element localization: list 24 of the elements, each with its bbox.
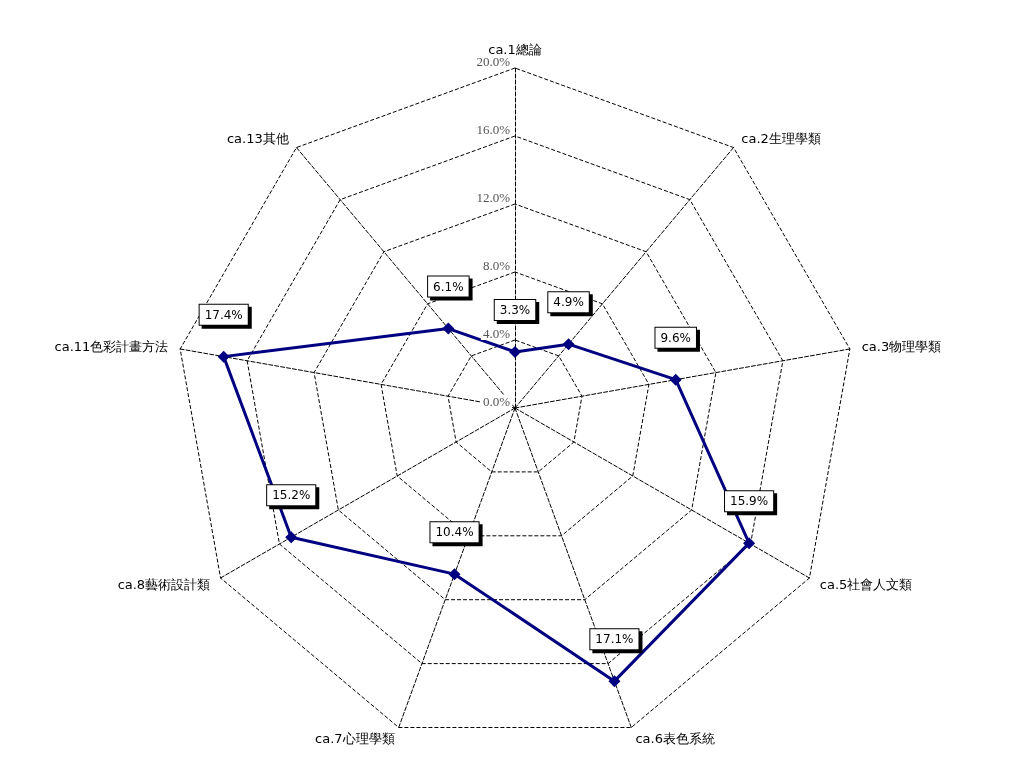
y-tick-label: 8.0% xyxy=(482,258,511,273)
data-label: 17.4% xyxy=(204,307,243,322)
data-label: 10.4% xyxy=(435,525,474,540)
y-tick-label: 12.0% xyxy=(476,190,511,205)
y-tick-label: 0.0% xyxy=(482,394,511,409)
data-label: 15.9% xyxy=(730,494,769,509)
spoke-label: ca.2生理學類 xyxy=(741,130,821,146)
y-tick-label: 20.0% xyxy=(476,54,511,69)
data-label: 9.6% xyxy=(660,330,691,345)
spoke-label: ca.5社會人文類 xyxy=(819,576,913,592)
data-label: 15.2% xyxy=(272,488,311,503)
spoke-label: ca.11色彩計畫方法 xyxy=(54,339,169,355)
spoke-label: ca.7心理學類 xyxy=(315,731,395,747)
spoke-label: ca.8藝術設計類 xyxy=(117,576,211,592)
y-tick-label: 16.0% xyxy=(476,122,511,137)
spoke-label: ca.3物理學類 xyxy=(861,339,942,355)
y-tick-label: 4.0% xyxy=(482,326,511,341)
data-label: 4.9% xyxy=(553,295,584,310)
spoke-label: ca.6表色系統 xyxy=(635,731,715,747)
data-label: 3.3% xyxy=(499,302,531,317)
data-label: 17.1% xyxy=(595,632,634,647)
spoke-label: ca.1總論 xyxy=(488,42,542,57)
spoke-label: ca.13其他 xyxy=(226,130,289,146)
data-label: 6.1% xyxy=(433,279,464,294)
